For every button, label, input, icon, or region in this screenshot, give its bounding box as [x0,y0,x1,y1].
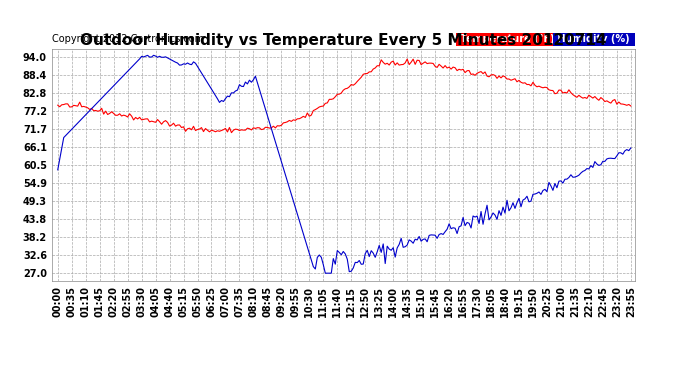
Text: Copyright 2012 Cartronics.com: Copyright 2012 Cartronics.com [52,34,204,44]
Text: Temperature (°F): Temperature (°F) [457,34,555,44]
Title: Outdoor Humidity vs Temperature Every 5 Minutes 20120714: Outdoor Humidity vs Temperature Every 5 … [80,33,607,48]
Text: Humidity (%): Humidity (%) [554,34,633,44]
